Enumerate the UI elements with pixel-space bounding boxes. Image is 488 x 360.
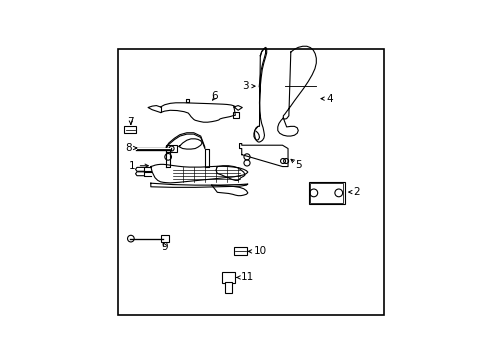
Bar <box>166 145 176 152</box>
Text: 7: 7 <box>126 117 133 127</box>
Text: 5: 5 <box>295 159 302 170</box>
Text: 8: 8 <box>124 143 131 153</box>
Text: 2: 2 <box>353 187 360 197</box>
Bar <box>124 126 136 133</box>
Bar <box>160 235 169 242</box>
Text: 10: 10 <box>253 246 266 256</box>
Bar <box>232 112 238 118</box>
Bar <box>233 247 247 255</box>
Bar <box>224 283 232 293</box>
Text: 11: 11 <box>241 273 254 283</box>
Bar <box>221 272 235 283</box>
Text: 6: 6 <box>211 91 218 101</box>
Text: 9: 9 <box>161 243 168 252</box>
Bar <box>309 183 343 203</box>
Text: 4: 4 <box>325 94 332 104</box>
Text: 1: 1 <box>129 161 135 171</box>
Text: 3: 3 <box>242 81 249 91</box>
Bar <box>308 182 344 204</box>
